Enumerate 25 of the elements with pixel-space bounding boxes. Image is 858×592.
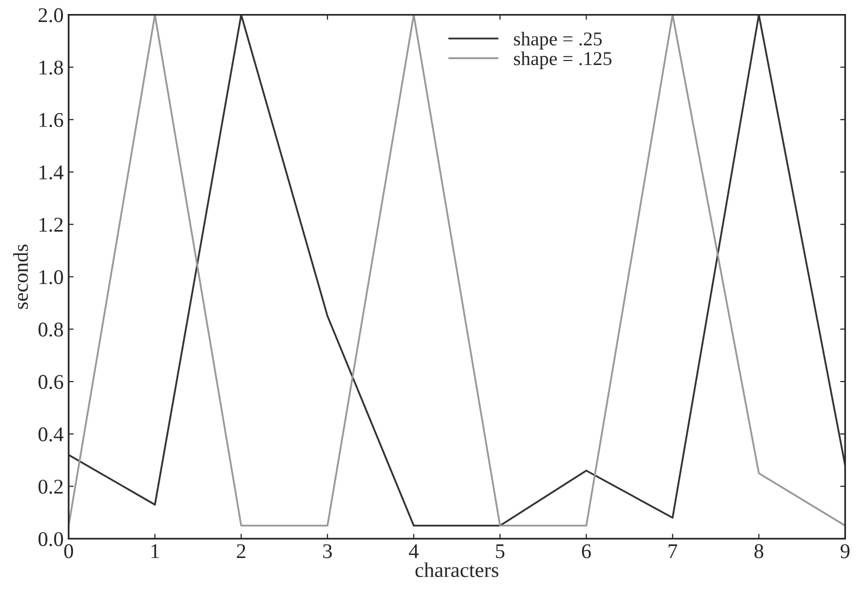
x-tick-label: 7 — [668, 544, 678, 558]
x-tick-label: 3 — [323, 544, 332, 558]
y-tick-label: 1.6 — [40, 113, 64, 128]
y-tick-label: 0.2 — [38, 480, 63, 494]
y-tick-label: 1.2 — [40, 218, 63, 232]
x-tick-label: 9 — [840, 544, 850, 558]
y-tick-label: 1.8 — [40, 60, 63, 75]
y-tick-label: 0.6 — [38, 374, 64, 390]
y-tick-label: 0.4 — [38, 427, 64, 442]
x-tick-label: 1 — [152, 544, 159, 558]
y-tick-label: 1.0 — [40, 270, 63, 284]
x-tick-label: 2 — [236, 544, 246, 558]
x-axis-title: characters — [415, 562, 498, 578]
y-axis-title: seconds — [13, 244, 28, 309]
y-tick-label: 1.4 — [40, 165, 64, 180]
x-tick-label: 8 — [754, 544, 764, 558]
x-tick-label: 5 — [496, 544, 504, 558]
y-tick-label: 0.8 — [38, 322, 63, 337]
legend-label: shape = .125 — [514, 52, 612, 70]
y-tick-label: 0.0 — [38, 532, 63, 546]
x-tick-label: 0 — [64, 544, 74, 558]
x-tick-label: 6 — [582, 544, 591, 558]
legend-label: shape = .25 — [514, 32, 602, 50]
y-tick-label: 2.0 — [38, 8, 63, 22]
x-tick-label: 4 — [408, 544, 419, 558]
